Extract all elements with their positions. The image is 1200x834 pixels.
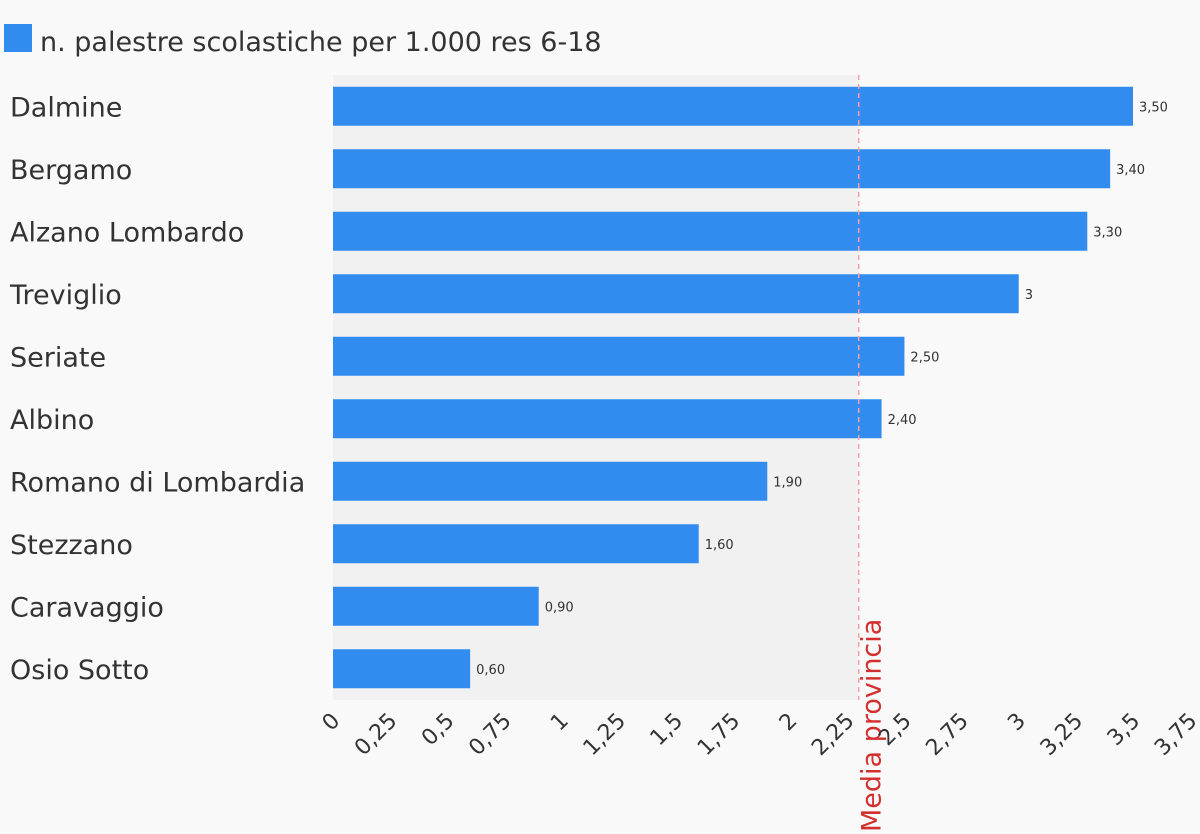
category-label: Albino: [10, 405, 94, 436]
x-tick-label: 0,75: [464, 709, 516, 761]
x-tick-label: 2,25: [807, 709, 859, 761]
bar[interactable]: [333, 149, 1111, 189]
data-label: 3: [1025, 288, 1033, 303]
x-tick-label: 0: [318, 709, 346, 737]
x-tick-label: 1,5: [646, 709, 688, 751]
x-tick-label: 2: [775, 709, 803, 737]
bar[interactable]: [333, 336, 905, 376]
bar[interactable]: [333, 649, 471, 689]
x-tick-label: 0,5: [417, 709, 459, 751]
data-label: 2,50: [910, 350, 939, 365]
data-label: 3,50: [1139, 100, 1168, 115]
x-tick-label: 3,5: [1103, 709, 1145, 751]
bar[interactable]: [333, 524, 699, 564]
reference-line-label: Media provincia: [857, 619, 888, 830]
bar[interactable]: [333, 274, 1019, 314]
legend-swatch[interactable]: [4, 24, 32, 52]
data-label: 1,90: [773, 475, 802, 490]
category-label: Alzano Lombardo: [10, 217, 244, 248]
bar[interactable]: [333, 86, 1133, 126]
x-tick-label: 3,75: [1150, 709, 1200, 761]
category-label: Seriate: [10, 342, 106, 373]
bar[interactable]: [333, 399, 882, 439]
category-label: Stezzano: [10, 530, 133, 561]
x-tick-label: 1,25: [579, 709, 631, 761]
data-label: 2,40: [888, 413, 917, 428]
data-label: 1,60: [705, 538, 734, 553]
bar[interactable]: [333, 586, 539, 626]
data-label: 0,90: [545, 600, 574, 615]
category-label: Treviglio: [9, 280, 122, 311]
category-label: Caravaggio: [10, 592, 164, 623]
category-label: Osio Sotto: [10, 655, 149, 686]
x-tick-label: 2,75: [921, 709, 973, 761]
category-label: Bergamo: [10, 155, 132, 186]
bar[interactable]: [333, 211, 1088, 251]
category-label: Romano di Lombardia: [10, 467, 305, 498]
x-tick-label: 0,25: [350, 709, 402, 761]
bar[interactable]: [333, 461, 768, 501]
legend-label[interactable]: n. palestre scolastiche per 1.000 res 6-…: [40, 27, 602, 58]
data-label: 3,40: [1116, 163, 1145, 178]
category-label: Dalmine: [10, 92, 122, 123]
x-tick-label: 1,75: [693, 709, 745, 761]
data-label: 3,30: [1093, 225, 1122, 240]
data-label: 0,60: [476, 663, 505, 678]
x-tick-label: 3,25: [1036, 709, 1088, 761]
x-tick-label: 1: [546, 709, 574, 737]
x-tick-label: 3: [1003, 709, 1031, 737]
